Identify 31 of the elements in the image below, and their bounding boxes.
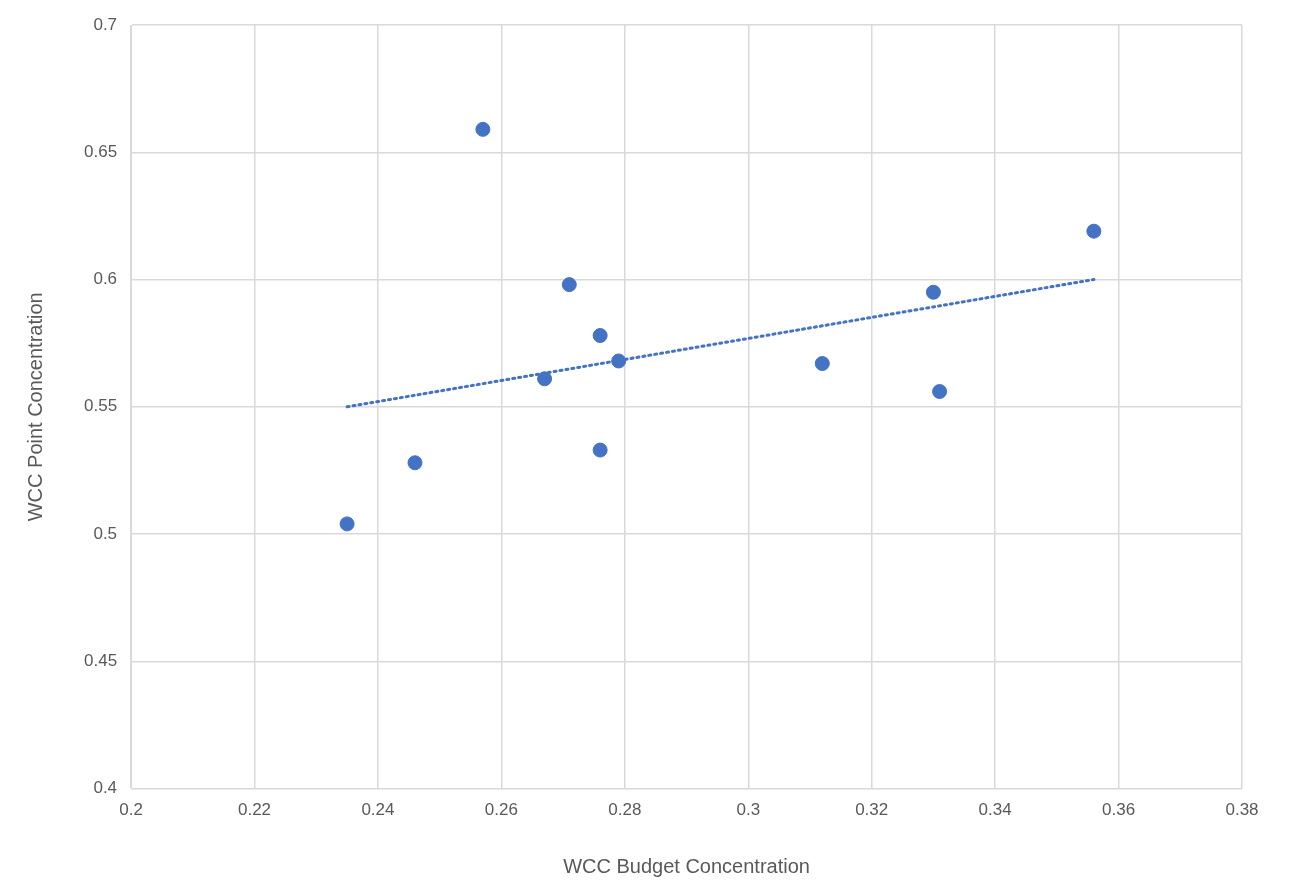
point <box>925 284 941 300</box>
y-tick-label: 0.5 <box>93 523 118 543</box>
y-tick-label: 0.4 <box>93 778 118 798</box>
x-tick-label: 0.34 <box>978 800 1012 820</box>
point <box>339 516 355 532</box>
x-tick-label: 0.24 <box>361 800 395 820</box>
point <box>814 356 830 372</box>
point <box>475 121 491 137</box>
y-tick-label: 0.7 <box>93 14 118 34</box>
x-tick-label: 0.2 <box>119 800 143 820</box>
point <box>407 455 423 471</box>
point <box>1086 223 1102 239</box>
point <box>592 442 608 458</box>
y-tick-label: 0.45 <box>83 651 118 671</box>
point <box>932 384 948 400</box>
x-tick-label: 0.32 <box>855 800 889 820</box>
point <box>592 328 608 344</box>
x-tick-label: 0.28 <box>608 800 642 820</box>
y-axis-title: WCC Point Concentration <box>23 292 46 522</box>
x-tick-label: 0.36 <box>1102 800 1136 820</box>
y-tick-label: 0.65 <box>83 141 118 161</box>
x-tick-label: 0.22 <box>237 800 272 820</box>
x-tick-label: 0.26 <box>484 800 518 820</box>
y-tick-label: 0.55 <box>83 396 118 416</box>
point <box>561 277 577 293</box>
x-tick-label: 0.38 <box>1225 800 1259 820</box>
x-axis-title: WCC Budget Concentration <box>563 854 810 877</box>
point <box>537 371 553 387</box>
point <box>611 353 627 369</box>
y-tick-label: 0.6 <box>93 269 118 289</box>
x-tick-label: 0.3 <box>736 800 761 820</box>
